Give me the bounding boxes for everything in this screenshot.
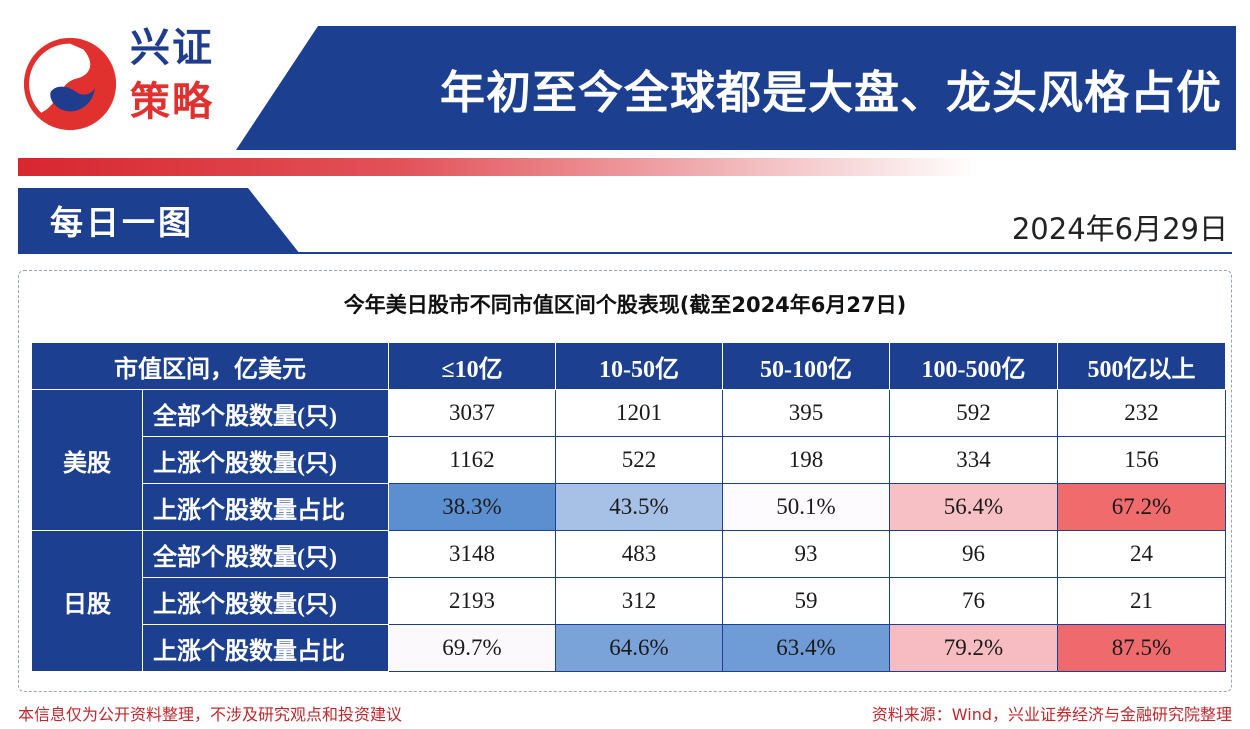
brand-line-1: 兴证 [130,25,214,71]
brand-line-2: 策略 [130,79,214,125]
table-cell: 1162 [388,436,556,484]
market-label-jp: 日股 [31,530,143,672]
table-cell: 3148 [388,530,556,578]
table-row: 上涨个股数量占比 38.3% 43.5% 50.1% 56.4% 67.2% [32,483,1226,531]
heat-cell: 87.5% [1057,624,1226,672]
row-label: 上涨个股数量(只) [142,436,389,484]
corner-header: 市值区间，亿美元 [31,342,389,390]
heat-cell: 67.2% [1057,483,1226,531]
column-header: 500亿以上 [1057,342,1226,390]
row-label: 全部个股数量(只) [142,530,389,578]
table-row: 日股 全部个股数量(只) 3148 483 93 96 24 [31,530,1226,672]
table-cell: 522 [555,436,723,484]
title-banner: 年初至今全球都是大盘、龙头风格占优 [256,26,1236,150]
table-cell: 232 [1057,389,1226,437]
table-row: 上涨个股数量占比 69.7% 64.6% 63.4% 79.2% 87.5% [32,624,1226,672]
column-header: 50-100亿 [722,342,890,390]
heat-cell: 63.4% [722,624,890,672]
heat-cell: 64.6% [555,624,723,672]
disclaimer: 本信息仅为公开资料整理，不涉及研究观点和投资建议 [18,705,403,724]
table-cell: 93 [722,530,890,578]
table-cell: 2193 [388,577,556,625]
table-cell: 156 [1057,436,1226,484]
red-divider [18,158,978,176]
heat-cell: 69.7% [388,624,556,672]
table-cell: 1201 [555,389,723,437]
heat-cell: 43.5% [555,483,723,531]
heat-cell: 56.4% [889,483,1058,531]
table-cell: 334 [889,436,1058,484]
company-logo [23,37,117,131]
data-source: 资料来源：Wind，兴业证券经济与金融研究院整理 [871,705,1232,724]
row-label: 上涨个股数量占比 [142,624,389,672]
row-label: 上涨个股数量占比 [142,483,389,531]
market-cap-table: 市值区间，亿美元 ≤10亿 10-50亿 50-100亿 100-500亿 50… [31,342,1226,672]
table-header-row: 市值区间，亿美元 ≤10亿 10-50亿 50-100亿 100-500亿 50… [31,342,1226,390]
table-cell: 76 [889,577,1058,625]
brand-name: 兴证 策略 [130,28,240,122]
column-header: 100-500亿 [889,342,1058,390]
table-cell: 483 [555,530,723,578]
table-cell: 21 [1057,577,1226,625]
row-label: 全部个股数量(只) [142,389,389,437]
section-title: 每日一图 [50,203,194,242]
market-label-us: 美股 [31,389,143,531]
table-row: 上涨个股数量(只) 2193 312 59 76 21 [32,577,1226,625]
section-underline [18,252,1232,254]
table-cell: 96 [889,530,1058,578]
table-cell: 24 [1057,530,1226,578]
publish-date: 2024年6月29日 [1011,212,1228,246]
heat-cell: 79.2% [889,624,1058,672]
table-cell: 395 [722,389,890,437]
heat-cell: 38.3% [388,483,556,531]
table-row: 上涨个股数量(只) 1162 522 198 334 156 [32,436,1226,484]
table-cell: 3037 [388,389,556,437]
column-header: 10-50亿 [555,342,723,390]
heat-cell: 50.1% [722,483,890,531]
table-cell: 312 [555,577,723,625]
table-cell: 198 [722,436,890,484]
table-cell: 592 [889,389,1058,437]
table-title: 今年美日股市不同市值区间个股表现(截至2024年6月27日) [343,293,907,317]
table-row: 美股 全部个股数量(只) 3037 1201 395 592 232 [31,389,1226,531]
row-label: 上涨个股数量(只) [142,577,389,625]
column-header: ≤10亿 [388,342,556,390]
table-cell: 59 [722,577,890,625]
section-bar [18,188,300,254]
page-title: 年初至今全球都是大盘、龙头风格占优 [439,65,1222,119]
table-card: 今年美日股市不同市值区间个股表现(截至2024年6月27日) 市值区间，亿美元 … [18,270,1232,692]
